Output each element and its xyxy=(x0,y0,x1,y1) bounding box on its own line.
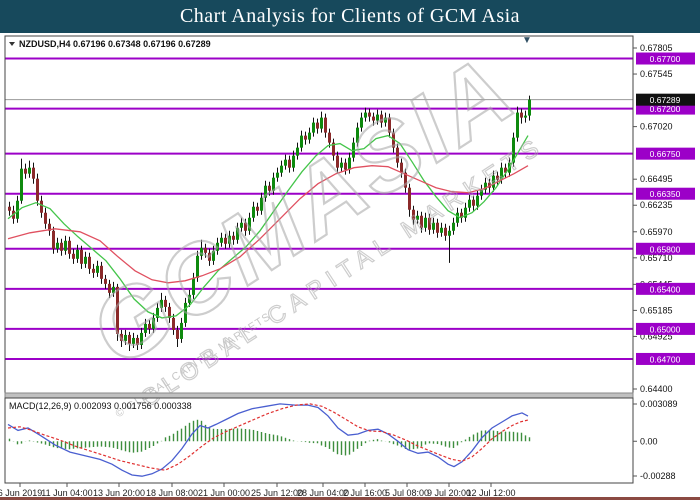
macd-signal-line xyxy=(7,403,529,471)
svg-text:0.65185: 0.65185 xyxy=(640,305,673,315)
svg-text:0.65970: 0.65970 xyxy=(640,227,673,237)
pane-separator[interactable] xyxy=(4,392,634,399)
svg-text:28 Jun 04:00: 28 Jun 04:00 xyxy=(297,488,349,498)
svg-text:0.65400: 0.65400 xyxy=(650,284,681,294)
svg-text:2 Jul 16:00: 2 Jul 16:00 xyxy=(343,488,387,498)
svg-text:0.00: 0.00 xyxy=(640,436,658,446)
svg-text:18 Jun 08:00: 18 Jun 08:00 xyxy=(146,488,198,498)
svg-text:11 Jun 04:00: 11 Jun 04:00 xyxy=(41,488,92,498)
svg-text:▼: ▼ xyxy=(522,35,532,46)
svg-text:12 Jul 12:00: 12 Jul 12:00 xyxy=(466,488,515,498)
svg-text:-0.00288: -0.00288 xyxy=(640,471,676,481)
svg-text:0.65000: 0.65000 xyxy=(650,324,681,334)
macd-indicator: MACD(12,26,9) 0.002093 0.001756 0.000338 xyxy=(7,401,531,477)
svg-text:0.003089: 0.003089 xyxy=(640,399,678,409)
date-axis: 6 Jun 2019 11 Jun 04:00 13 Jun 20:00 18 Jun… xyxy=(0,483,516,498)
candlesticks xyxy=(8,95,531,351)
page-title: Chart Analysis for Clients of GCM Asia xyxy=(179,5,521,27)
svg-text:0.66350: 0.66350 xyxy=(650,189,681,199)
object-marker: ▼ xyxy=(522,35,532,46)
svg-text:0.67700: 0.67700 xyxy=(650,54,681,64)
ma-slow-line xyxy=(7,165,529,284)
price-axis: 0.67805 0.67545 0.67020 0.66495 0.66235 0.659… xyxy=(633,43,695,481)
svg-text:9 Jul 20:00: 9 Jul 20:00 xyxy=(427,488,471,498)
svg-text:0.64700: 0.64700 xyxy=(650,354,681,364)
ma-fast-line xyxy=(7,134,529,319)
svg-text:0.67545: 0.67545 xyxy=(640,69,673,79)
svg-text:0.67020: 0.67020 xyxy=(640,122,673,132)
svg-text:13 Jun 20:00: 13 Jun 20:00 xyxy=(93,488,145,498)
ticker-header[interactable]: NZDUSD,H4 0.67196 0.67348 0.67196 0.6728… xyxy=(9,39,211,49)
svg-text:25 Jun 12:00: 25 Jun 12:00 xyxy=(251,488,303,498)
macd-label: MACD(12,26,9) 0.002093 0.001756 0.000338 xyxy=(9,401,192,411)
svg-text:0.67289: 0.67289 xyxy=(650,95,681,105)
svg-text:0.64925: 0.64925 xyxy=(640,331,673,341)
pane-borders xyxy=(4,35,634,484)
svg-text:0.66495: 0.66495 xyxy=(640,174,673,184)
symbol-dropdown-icon[interactable] xyxy=(9,42,15,46)
svg-text:5 Jul 08:00: 5 Jul 08:00 xyxy=(385,488,429,498)
svg-text:0.66750: 0.66750 xyxy=(650,149,681,159)
moving-averages xyxy=(7,134,529,319)
svg-text:0.66235: 0.66235 xyxy=(640,200,673,210)
svg-text:6 Jun 2019: 6 Jun 2019 xyxy=(0,488,42,498)
svg-text:0.65800: 0.65800 xyxy=(650,244,681,254)
price-pane[interactable] xyxy=(5,36,633,393)
macd-pane[interactable] xyxy=(5,398,633,483)
svg-text:21 Jun 00:00: 21 Jun 00:00 xyxy=(198,488,250,498)
window-bottom-edge xyxy=(0,497,700,500)
svg-text:0.65710: 0.65710 xyxy=(640,253,673,263)
svg-text:0.64400: 0.64400 xyxy=(640,384,673,394)
svg-text:0.67805: 0.67805 xyxy=(640,43,673,53)
svg-text:0.67200: 0.67200 xyxy=(650,104,681,114)
ticker-ohlc-text: NZDUSD,H4 0.67196 0.67348 0.67196 0.6728… xyxy=(19,39,211,49)
macd-main-line xyxy=(7,403,529,477)
title-bar: Chart Analysis for Clients of GCM Asia xyxy=(0,0,700,33)
